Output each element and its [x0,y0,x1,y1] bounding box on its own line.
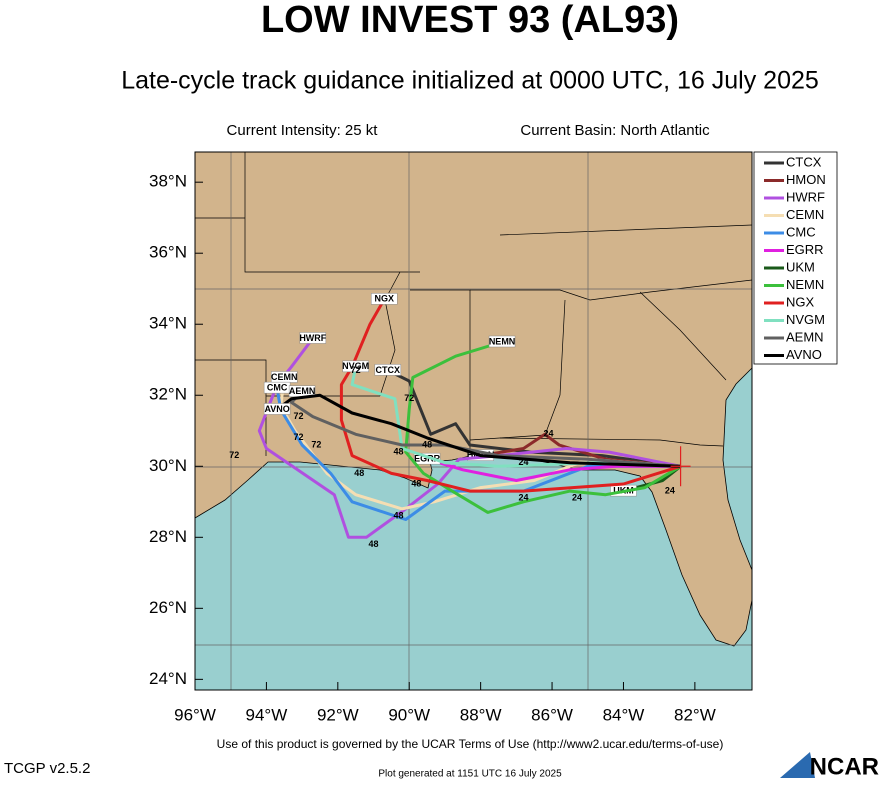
track [426,457,681,482]
legend [753,151,838,365]
track [289,390,681,468]
track-label: HWRF [299,333,326,343]
track-label: CEMN [271,372,298,382]
hour-label: 48 [394,510,404,520]
legend-label: NGX [786,294,815,309]
track-label: NEMN [489,336,516,346]
x-tick-label: 82°W [674,705,716,724]
hour-label: 48 [369,539,379,549]
version: TCGP v2.5.2 [4,760,90,777]
logo: NCAR [810,753,879,780]
y-tick-label: 28°N [149,527,187,546]
hour-label: 72 [229,450,239,460]
track-label: EGRR [414,454,441,464]
intensity: Current Intensity: 25 kt [227,122,379,139]
hour-label: 48 [411,478,421,488]
legend-label: CEMN [786,207,824,222]
start-marker [670,446,691,487]
x-tick-label: 84°W [603,705,645,724]
legend-label: HWRF [786,189,825,204]
hour-label: 24 [518,457,528,467]
x-tick-label: 90°W [388,705,430,724]
legend-label: EGRR [786,242,824,257]
legend-label: CTCX [786,154,822,169]
hour-label: 72 [404,393,414,403]
legend-label: NVGM [786,312,825,327]
legend-label: HMON [786,172,826,187]
borders [195,152,753,456]
hour-label: 48 [394,446,404,456]
y-tick-label: 34°N [149,314,187,333]
track [275,387,681,521]
track-label-box [374,364,402,376]
subtitle: Late-cycle track guidance initialized at… [121,67,819,95]
x-tick-label: 86°W [531,705,573,724]
hour-label: 48 [354,468,364,478]
y-tick-label: 30°N [149,456,187,475]
legend-label: AVNO [786,347,822,362]
track-label-box [342,360,369,373]
legend-label: NEMN [786,277,824,292]
generated: Plot generated at 1151 UTC 16 July 2025 [378,769,562,780]
x-tick-label: 88°W [460,705,502,724]
y-tick-label: 32°N [149,385,187,404]
map-grid [195,152,752,690]
track-label-box [263,403,291,415]
track [404,340,682,514]
track-label: NGX [374,294,394,304]
hour-label: 24 [572,493,582,503]
x-tick-label: 92°W [317,705,359,724]
hour-label: 72 [294,432,304,442]
y-tick-label: 36°N [149,243,187,262]
x-tick-label: 96°W [174,705,216,724]
x-tick-label: 94°W [246,705,288,724]
hour-label: 72 [351,365,361,375]
track-label-box [488,335,516,348]
legend-label: UKM [786,259,815,274]
map [194,151,753,691]
track [257,337,681,539]
y-tick-label: 24°N [149,669,187,688]
frame [194,151,753,691]
basin: Current Basin: North Atlantic [520,122,710,139]
track-label: CMC [267,383,288,393]
hour-label: 24 [518,493,528,503]
track-label: AEMN [289,386,316,396]
y-tick-label: 26°N [149,598,187,617]
track-label-box [299,332,327,344]
track-label: CTCX [376,365,401,375]
track-label: NVGM [342,361,369,371]
track-label-box [370,293,398,305]
legend-label: AEMN [786,329,824,344]
title: LOW INVEST 93 (AL93) [261,0,679,41]
y-tick-label: 38°N [149,172,187,191]
hour-label: 48 [422,439,432,449]
logo-mark [780,752,815,778]
track [276,393,681,468]
track-label-box [413,452,441,465]
terms: Use of this product is governed by the U… [217,737,724,751]
track-label: AVNO [264,404,289,414]
hour-label: 24 [665,486,675,496]
hour-label: 72 [294,411,304,421]
hour-label: 24 [543,429,553,439]
legend-label: CMC [786,224,816,239]
hour-label: 72 [311,439,321,449]
tracks: CTCXHMONHWRFCEMNCMCEGRRUKMNEMNNGXNVGMAEM… [257,293,682,539]
atlantic [722,367,753,571]
track [339,298,682,493]
